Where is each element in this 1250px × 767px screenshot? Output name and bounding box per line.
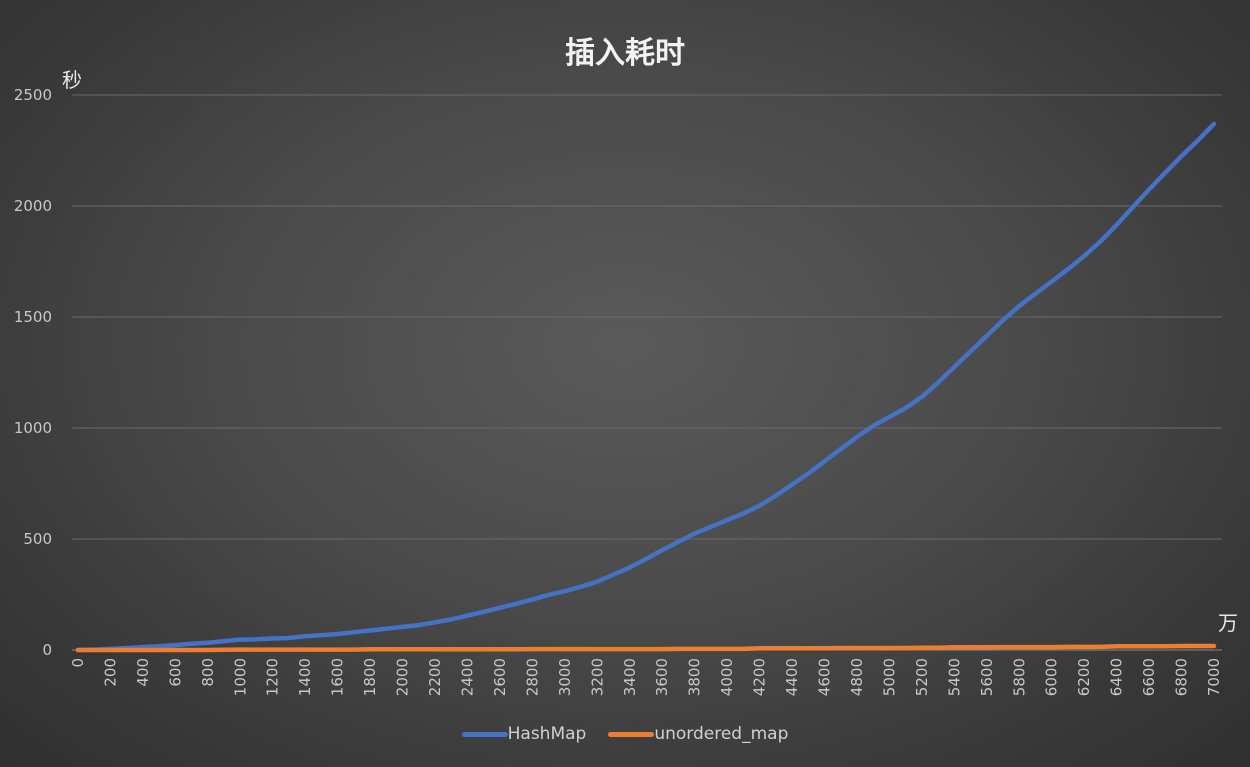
x-tick-label: 3400 (621, 658, 639, 696)
x-tick-label: 2600 (491, 658, 509, 696)
x-tick-label: 800 (199, 658, 217, 687)
y-tick-label: 1000 (14, 419, 52, 437)
series-line-unordered-map (75, 643, 1217, 653)
x-tick-label: 1000 (231, 658, 249, 696)
x-tick-label: 2400 (458, 658, 476, 696)
x-tick-label: 1800 (361, 658, 379, 696)
x-tick-label: 3000 (556, 658, 574, 696)
x-tick-label: 6200 (1075, 658, 1093, 696)
x-tick-label: 5400 (945, 658, 963, 696)
x-tick-label: 5600 (978, 658, 996, 696)
x-tick-label: 1600 (329, 658, 347, 696)
legend-label-hashmap: HashMap (507, 724, 587, 744)
x-tick-label: 7000 (1205, 658, 1223, 696)
x-tick-label: 0 (69, 658, 87, 668)
x-tick-label: 600 (166, 658, 184, 687)
series-line-hashmap (75, 121, 1217, 653)
x-tick-label: 3200 (588, 658, 606, 696)
chart-title: 插入耗时 (565, 36, 685, 71)
x-tick-label: 3600 (653, 658, 671, 696)
y-tick-label: 2000 (14, 197, 52, 215)
x-tick-label: 200 (101, 658, 119, 687)
x-tick-label: 1200 (264, 658, 282, 696)
x-tick-label: 4800 (848, 658, 866, 696)
x-tick-label: 400 (134, 658, 152, 687)
x-axis-ticks: 0 200 400 600 800 1000 1200 1400 1600 1800 2000 220… (69, 658, 1223, 696)
x-tick-label: 1400 (296, 658, 314, 696)
legend-swatch-unordered-map (608, 731, 655, 737)
x-tick-label: 2800 (523, 658, 541, 696)
x-tick-label: 2000 (394, 658, 412, 696)
series-lines (75, 121, 1217, 653)
x-tick-label: 5000 (880, 658, 898, 696)
x-tick-label: 6600 (1140, 658, 1158, 696)
x-axis-unit-label: 万 (1218, 611, 1238, 635)
x-tick-label: 2200 (426, 658, 444, 696)
y-tick-label: 500 (23, 530, 52, 548)
x-tick-label: 5200 (913, 658, 931, 696)
legend: HashMap unordered_map (0, 724, 1250, 744)
x-tick-label: 6000 (1043, 658, 1061, 696)
x-tick-label: 4200 (751, 658, 769, 696)
x-tick-label: 3800 (686, 658, 704, 696)
legend-item-unordered-map: unordered_map (608, 724, 788, 744)
y-tick-label: 1500 (14, 308, 52, 326)
legend-item-hashmap: HashMap (461, 724, 587, 744)
gridlines (72, 94, 1222, 651)
y-tick-label: 0 (42, 641, 52, 659)
x-tick-label: 4600 (816, 658, 834, 696)
x-tick-label: 5800 (1010, 658, 1028, 696)
x-tick-label: 6800 (1173, 658, 1191, 696)
legend-label-unordered-map: unordered_map (654, 724, 789, 744)
y-axis-ticks: 0 500 1000 1500 2000 2500 (14, 86, 52, 659)
y-axis-unit-label: 秒 (62, 68, 82, 92)
x-tick-label: 4400 (783, 658, 801, 696)
y-tick-label: 2500 (14, 86, 52, 104)
x-tick-label: 6400 (1108, 658, 1126, 696)
x-tick-label: 4000 (718, 658, 736, 696)
legend-swatch-hashmap (461, 731, 508, 737)
